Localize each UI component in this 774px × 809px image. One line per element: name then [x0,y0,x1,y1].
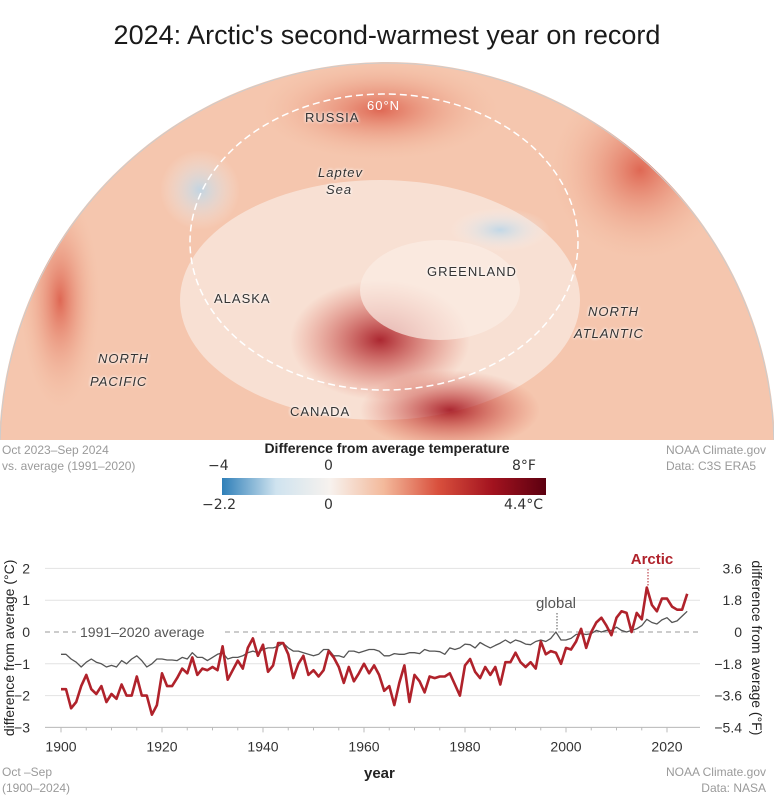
chart-period-range: (1900–2024) [2,781,70,795]
legend-f-zero: 0 [324,458,333,474]
label-north-pacific-1: NORTH [98,351,149,366]
series-label-arctic: Arctic [631,551,674,568]
label-60n: 60°N [367,98,401,113]
y-axis-label-left: difference from average (°C) [1,560,17,737]
map-source: Data: C3S ERA5 [665,459,756,473]
x-axis-label: year [364,765,395,782]
x-tick-label: 1920 [146,738,177,754]
label-russia: RUSSIA [305,110,360,125]
y-axis-label-right: difference from average (°F) [749,560,765,735]
y-tick-label-right: 3.6 [723,560,743,576]
map-period: Oct 2023–Sep 2024 [2,443,109,457]
x-tick-label: 1940 [247,738,278,754]
y-tick-label-left: 2 [22,560,30,576]
60n-latitude-circle [189,93,579,391]
series-label-global: global [536,595,576,612]
label-laptev: Laptev [318,165,364,180]
color-scale-bar [222,478,546,495]
chart-period: Oct –Sep [2,765,52,779]
y-tick-label-right: 0 [734,624,742,640]
label-north-atlantic-1: NORTH [588,304,639,319]
y-tick-label-right: −5.4 [714,719,742,735]
y-tick-label-left: 0 [22,624,30,640]
y-tick-label-right: 1.8 [723,592,743,608]
label-canada: CANADA [290,404,351,419]
label-laptev-sea: Sea [326,182,353,197]
reference-label-bg [76,623,222,641]
temperature-line-chart: 2 3.6 1 1.8 0 0 −1 −1.8 −2 −3.6 −3 −5.4 1991–2020 av… [1,551,766,795]
chart-source: Data: NASA [701,781,766,795]
legend-c-max: 4.4°C [504,497,544,513]
legend-c-min: −2.2 [202,497,236,513]
x-tick-label: 1900 [45,738,76,754]
legend-f-max: 8°F [512,458,536,474]
arctic-temperature-map [0,62,774,440]
map-baseline: vs. average (1991–2020) [2,459,136,473]
label-alaska: ALASKA [214,291,271,306]
legend-c-zero: 0 [324,497,333,513]
label-north-pacific-2: PACIFIC [90,374,148,389]
x-tick-label: 1980 [449,738,480,754]
y-tick-label-left: −3 [14,719,30,735]
label-north-atlantic-2: ATLANTIC [574,326,644,341]
x-tick-label: 2000 [550,738,581,754]
legend-f-min: −4 [208,458,229,474]
y-tick-label-right: −3.6 [714,688,742,704]
y-tick-label-right: −1.8 [714,656,742,672]
label-greenland: GREENLAND [427,264,517,279]
y-tick-label-left: −2 [14,688,30,704]
x-tick-label: 2020 [651,738,682,754]
legend-title: Difference from average temperature [264,440,510,456]
series-line-arctic [61,586,689,716]
page-title: 2024: Arctic's second-warmest year on re… [113,20,661,50]
y-tick-label-left: −1 [14,656,30,672]
chart-credit: NOAA Climate.gov [666,765,766,779]
map-credit: NOAA Climate.gov [665,443,766,457]
y-tick-label-left: 1 [22,592,30,608]
reference-label: 1991–2020 average [80,624,205,640]
x-tick-label: 1960 [348,738,379,754]
